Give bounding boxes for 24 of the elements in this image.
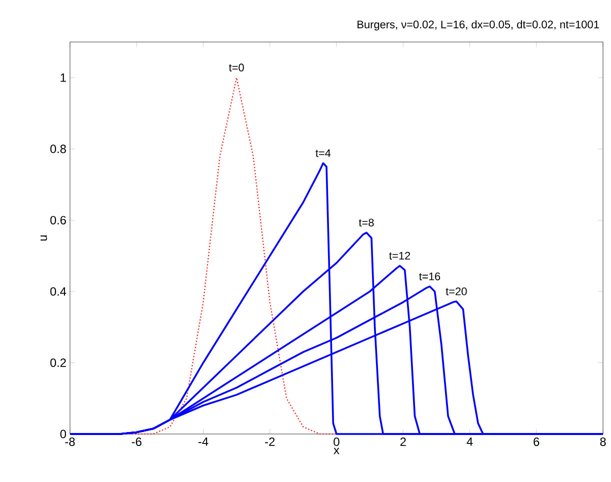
y-tick-label: 1 (60, 74, 66, 82)
y-tick-label: 0.6 (50, 216, 66, 224)
x-tick-label: 4 (466, 438, 473, 446)
series-label: t=0 (228, 64, 244, 72)
y-tick-label: 0 (60, 430, 66, 438)
series-label: t=20 (446, 287, 467, 296)
x-axis-title: x (334, 448, 340, 454)
series-label: t=8 (358, 218, 374, 226)
x-tick-label: 8 (600, 438, 606, 446)
series-label: t=16 (419, 272, 440, 280)
y-tick-label: 0.2 (50, 358, 66, 367)
x-tick-label: 2 (400, 438, 406, 446)
x-tick-label: -2 (265, 438, 275, 446)
y-axis-title: u (40, 235, 48, 241)
x-tick-label: 0 (334, 438, 340, 446)
x-tick-label: -8 (65, 438, 75, 446)
chart-title: Burgers, ν=0.02, L=16, dx=0.05, dt=0.02, nt=1001 (358, 20, 599, 30)
series-label: t=4 (316, 149, 331, 157)
y-tick-label: 0.8 (50, 144, 66, 154)
series-label: t=12 (389, 252, 410, 260)
x-tick-label: 6 (534, 438, 540, 446)
x-tick-label: -6 (132, 438, 142, 446)
x-tick-label: -4 (198, 438, 208, 446)
y-tick-label: 0.4 (50, 287, 66, 296)
